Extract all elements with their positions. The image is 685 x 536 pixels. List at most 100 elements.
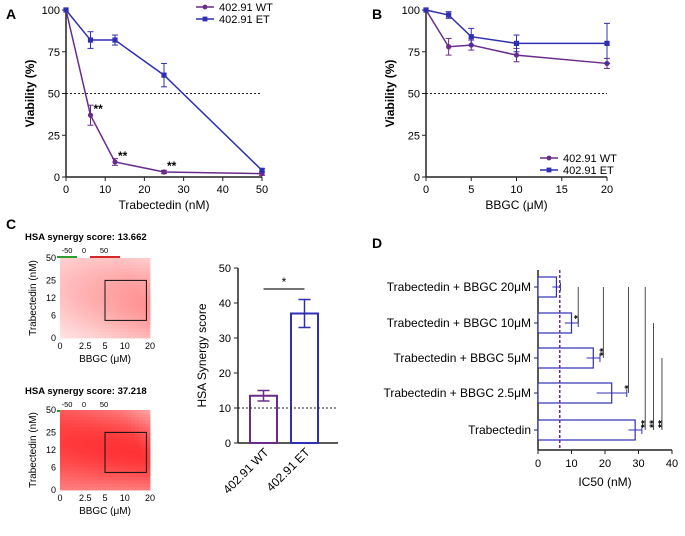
heatmap-cell: [116, 294, 121, 299]
heatmap-cell: [82, 274, 87, 279]
heatmap-cell: [97, 301, 102, 306]
heatmap-cell: [108, 271, 113, 276]
data-point: [423, 7, 429, 13]
heatmap-cell: [123, 318, 128, 322]
heatmap-cell: [75, 483, 80, 488]
heatmap-cell: [71, 298, 76, 302]
heatmap-cell: [60, 423, 65, 428]
heatmap-cell: [86, 321, 91, 326]
heatmap-cell: [78, 304, 83, 309]
heatmap-cell: [105, 318, 110, 322]
heatmap-cell: [97, 328, 102, 332]
heatmap-cell: [101, 450, 106, 454]
heatmap-cell: [63, 301, 68, 306]
heatmap-cell: [108, 473, 113, 478]
heatmap-cell: [116, 456, 121, 461]
heatmap-cell: [82, 271, 87, 276]
heatmap-cell: [60, 436, 65, 441]
heatmap-cell: [97, 420, 102, 424]
heatmap-cell: [138, 466, 143, 471]
heatmap-cell: [71, 318, 76, 322]
heatmap-cell: [67, 318, 72, 322]
heatmap-cell: [135, 420, 140, 424]
heatmap-cell: [123, 271, 128, 276]
heatmap-cell: [86, 268, 91, 272]
heatmap-cell: [71, 426, 76, 431]
heatmap-cell: [75, 268, 80, 272]
heatmap-cell: [123, 304, 128, 309]
heatmap-cell: [127, 416, 132, 421]
heatmap-cell: [97, 413, 102, 418]
heatmap-cell: [142, 456, 147, 461]
heatmap-cell: [97, 268, 102, 272]
heatmap-cell: [60, 334, 65, 339]
heatmap-cell: [101, 466, 106, 471]
heatmap-cell: [71, 281, 76, 286]
heatmap-cell: [97, 436, 102, 441]
heatmap-cell: [90, 294, 95, 299]
heatmap-cell: [120, 304, 125, 309]
heatmap-cell: [131, 483, 136, 488]
heatmap-cell: [131, 443, 136, 448]
heatmap-cell: [75, 261, 80, 266]
heatmap-cell: [135, 261, 140, 266]
scale-label: -50: [62, 400, 73, 409]
heatmap-cell: [60, 294, 65, 299]
heatmap-cell: [60, 473, 65, 478]
heatmap-cell: [82, 278, 87, 282]
heatmap-cell: [138, 304, 143, 309]
heatmap-cell: [142, 430, 147, 434]
heatmap-cell: [67, 426, 72, 431]
heatmap-cell: [82, 321, 87, 326]
heatmap-cell: [116, 308, 121, 312]
significance-marker: **: [657, 420, 668, 428]
heatmap-cell: [112, 284, 117, 289]
heatmap-cell: [90, 291, 95, 296]
heatmap-cell: [71, 423, 76, 428]
heatmap-cell: [138, 413, 143, 418]
heatmap-cell: [75, 264, 80, 269]
heatmap-cell: [60, 456, 65, 461]
heatmap-cell: [120, 473, 125, 478]
heatmap-cell: [67, 281, 72, 286]
x-tick-label: 0: [423, 184, 429, 196]
heatmap-cell: [127, 423, 132, 428]
heatmap-cell: [60, 261, 65, 266]
heatmap-cell: [123, 291, 128, 296]
heatmap-cell: [63, 420, 68, 424]
heatmap-cell: [116, 304, 121, 309]
heatmap-cell: [86, 430, 91, 434]
heatmap-cell: [135, 486, 140, 491]
heatmap-cell: [105, 314, 110, 319]
selection-box: [104, 279, 147, 321]
heatmap-cell: [120, 476, 125, 481]
x-tick-label: 10: [120, 341, 130, 351]
heatmap-cell: [135, 284, 140, 289]
panel-label-c: C: [6, 216, 16, 232]
data-point: [468, 34, 474, 40]
heatmap-cell: [116, 446, 121, 451]
heatmap-cell: [135, 463, 140, 468]
heatmap-cell: [135, 268, 140, 272]
heatmap-cell: [108, 281, 113, 286]
heatmap-cell: [78, 410, 83, 414]
heatmap-cell: [86, 318, 91, 322]
heatmap-cell: [142, 274, 147, 279]
heatmap-cell: [82, 440, 87, 444]
heatmap-cell: [138, 291, 143, 296]
heatmap-cell: [101, 324, 106, 329]
heatmap-cell: [71, 334, 76, 339]
heatmap-cell: [90, 420, 95, 424]
heatmap-cell: [86, 476, 91, 481]
heatmap-cell: [97, 466, 102, 471]
heatmap-cell: [135, 301, 140, 306]
heatmap-cell: [78, 463, 83, 468]
heatmap-cell: [123, 466, 128, 471]
heatmap-cell: [86, 328, 91, 332]
heatmap-cell: [86, 314, 91, 319]
heatmap-cell: [108, 314, 113, 319]
heatmap-cell: [78, 324, 83, 329]
heatmap-cell: [63, 321, 68, 326]
heatmap-cell: [67, 328, 72, 332]
heatmap-cell: [90, 413, 95, 418]
